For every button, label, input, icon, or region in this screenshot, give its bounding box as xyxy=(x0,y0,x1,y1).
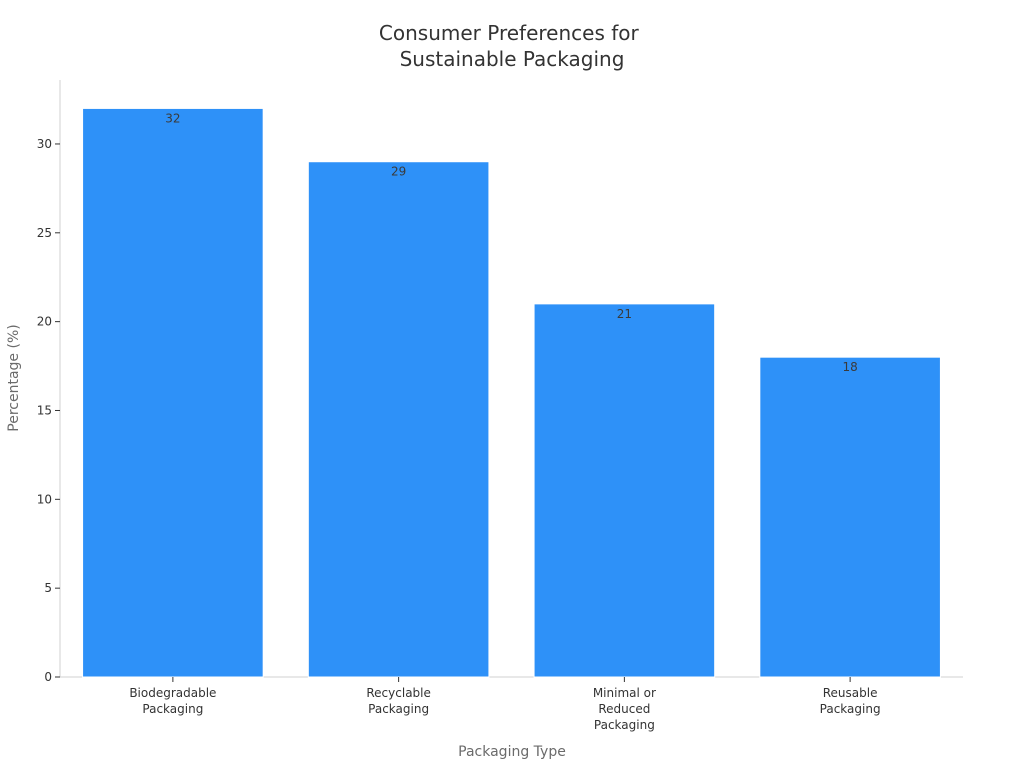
bar xyxy=(533,303,716,678)
bars: 32 29 21 18 xyxy=(82,107,941,678)
x-category-label-line: Packaging xyxy=(820,702,881,716)
bar xyxy=(82,107,264,678)
chart-title-line-2: Sustainable Packaging xyxy=(400,47,625,71)
y-axis-label: Percentage (%) xyxy=(6,324,22,431)
x-category-label-line: Packaging xyxy=(142,702,203,716)
chart-title: Consumer Preferences for Sustainable Pac… xyxy=(379,21,645,71)
x-category-label: Minimal or Reduced Packaging xyxy=(593,686,656,732)
x-category-label: Biodegradable Packaging xyxy=(129,686,216,716)
bar-data-label: 32 xyxy=(165,111,180,125)
x-category-label-line: Packaging xyxy=(368,702,429,716)
x-category-label-line: Reusable xyxy=(823,686,878,700)
x-category-label-line: Reduced xyxy=(598,702,650,716)
x-category-label: Reusable Packaging xyxy=(820,686,881,716)
x-category-label-line: Recyclable xyxy=(366,686,431,700)
bar-data-label: 21 xyxy=(617,307,632,321)
bar-data-label: 18 xyxy=(842,360,857,374)
x-categories: Biodegradable Packaging Recyclable Packagin… xyxy=(129,677,881,732)
x-category-label-line: Packaging xyxy=(594,718,655,732)
y-ticks: 0 5 10 15 20 25 30 xyxy=(37,137,60,684)
bar xyxy=(759,356,941,678)
x-category-label-line: Biodegradable xyxy=(129,686,216,700)
bar-data-label: 29 xyxy=(391,165,406,179)
x-category-label: Recyclable Packaging xyxy=(366,686,431,716)
y-tick-label: 5 xyxy=(44,581,52,595)
y-tick-label: 0 xyxy=(44,670,52,684)
y-tick-label: 30 xyxy=(37,137,52,151)
bar xyxy=(307,161,490,678)
y-tick-label: 25 xyxy=(37,226,52,240)
y-tick-label: 15 xyxy=(37,403,52,417)
chart-title-line-1: Consumer Preferences for xyxy=(379,21,640,45)
y-tick-label: 20 xyxy=(37,315,52,329)
y-tick-label: 10 xyxy=(37,492,52,506)
x-category-label-line: Minimal or xyxy=(593,686,656,700)
x-axis-label: Packaging Type xyxy=(458,744,566,760)
